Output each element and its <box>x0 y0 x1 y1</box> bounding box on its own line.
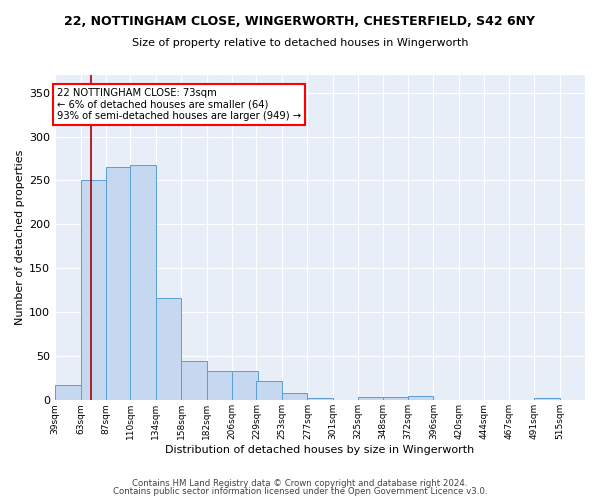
Bar <box>106 168 131 400</box>
Bar <box>55 386 80 400</box>
Bar <box>80 180 106 400</box>
Bar <box>282 394 307 400</box>
Text: 22, NOTTINGHAM CLOSE, WINGERWORTH, CHESTERFIELD, S42 6NY: 22, NOTTINGHAM CLOSE, WINGERWORTH, CHEST… <box>65 15 536 28</box>
Bar <box>256 381 282 400</box>
Text: 22 NOTTINGHAM CLOSE: 73sqm
← 6% of detached houses are smaller (64)
93% of semi-: 22 NOTTINGHAM CLOSE: 73sqm ← 6% of detac… <box>57 88 301 122</box>
Bar <box>383 397 408 400</box>
Text: Contains public sector information licensed under the Open Government Licence v3: Contains public sector information licen… <box>113 487 487 496</box>
Text: Contains HM Land Registry data © Crown copyright and database right 2024.: Contains HM Land Registry data © Crown c… <box>132 478 468 488</box>
Bar <box>534 398 560 400</box>
Bar <box>232 372 257 400</box>
Bar <box>206 372 232 400</box>
Bar <box>307 398 333 400</box>
Bar <box>130 164 156 400</box>
Bar <box>408 396 433 400</box>
X-axis label: Distribution of detached houses by size in Wingerworth: Distribution of detached houses by size … <box>166 445 475 455</box>
Bar <box>156 298 181 400</box>
Text: Size of property relative to detached houses in Wingerworth: Size of property relative to detached ho… <box>132 38 468 48</box>
Bar <box>181 360 206 401</box>
Bar <box>358 397 383 400</box>
Y-axis label: Number of detached properties: Number of detached properties <box>15 150 25 326</box>
